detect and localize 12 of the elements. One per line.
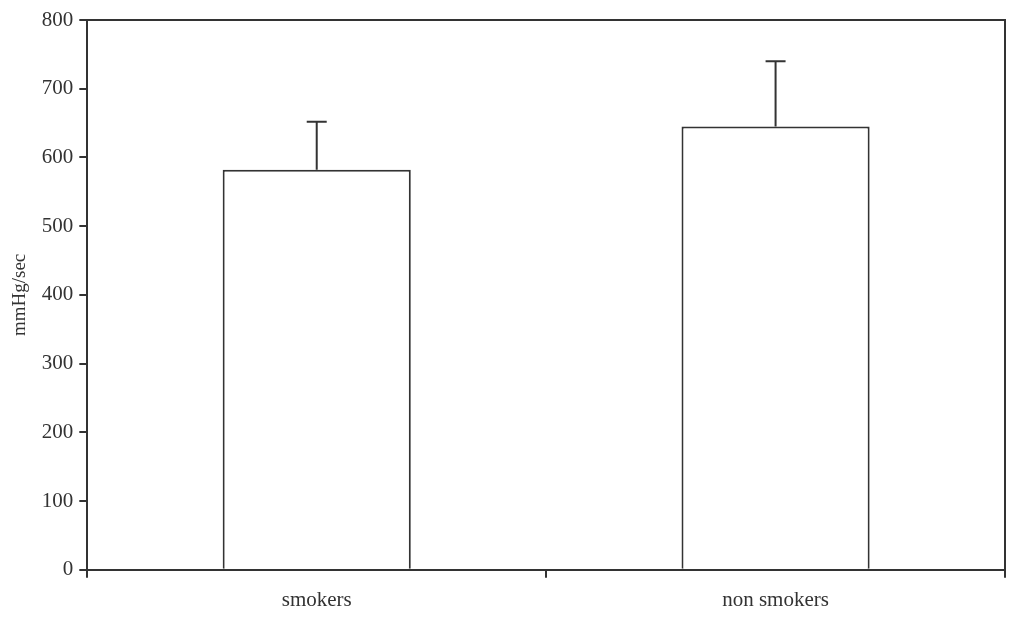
y-tick-label: 200 [41, 418, 74, 443]
y-tick-label: 600 [41, 143, 74, 168]
x-tick-label: smokers [281, 586, 352, 611]
y-tick-label: 500 [41, 212, 74, 237]
y-axis-title: mmHg/sec [8, 253, 30, 337]
y-tick-label: 0 [62, 556, 74, 581]
y-tick-label: 100 [41, 487, 74, 512]
x-tick-label: non smokers [722, 586, 829, 611]
y-tick-label: 300 [41, 350, 74, 375]
y-tick-label: 700 [41, 75, 74, 100]
y-tick-label: 400 [41, 281, 74, 306]
y-tick-label: 800 [41, 6, 74, 31]
